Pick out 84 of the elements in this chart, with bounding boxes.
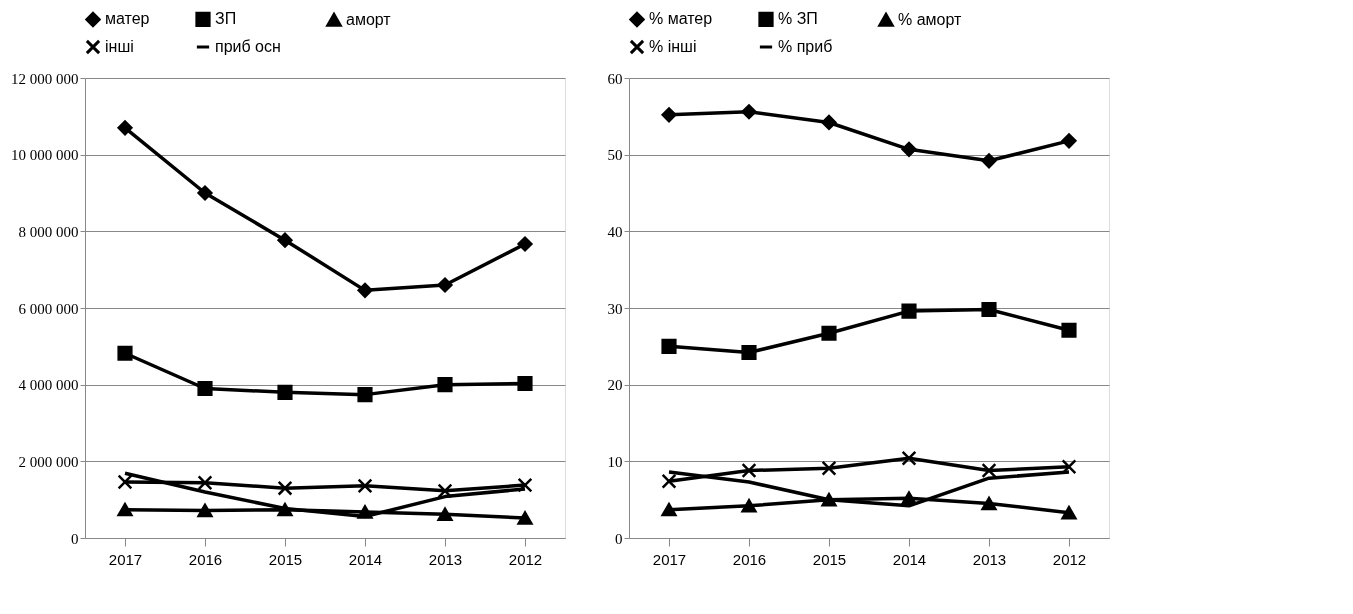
- legend-label: % приб: [778, 38, 833, 55]
- y-tick-label: 30: [607, 300, 623, 317]
- x-tick-label: 2015: [812, 550, 847, 568]
- point: [117, 502, 133, 517]
- legend-label: % матер: [649, 10, 713, 28]
- y-tick-label: 60: [607, 70, 623, 87]
- y-tick-label: 0: [71, 530, 79, 547]
- x-tick-label: 2013: [428, 550, 463, 568]
- point: [277, 232, 293, 248]
- point: [277, 480, 293, 496]
- point: [197, 475, 213, 491]
- y-tick-label: 10 000 000: [11, 147, 79, 164]
- y-tick-label: 4 000 000: [18, 377, 79, 394]
- point: [741, 462, 757, 479]
- point: [117, 120, 133, 136]
- y-tick-label: 0: [615, 530, 623, 547]
- point: [437, 277, 453, 293]
- x-tick-label: 2016: [732, 550, 767, 568]
- y-tick-label: 8 000 000: [18, 223, 79, 240]
- legend-label: ЗП: [215, 10, 237, 28]
- point: [517, 477, 533, 493]
- point: [1061, 459, 1077, 475]
- y-tick-label: 12 000 000: [11, 70, 79, 87]
- point: [901, 491, 917, 505]
- point: [661, 338, 677, 354]
- y-tick-label: 2 000 000: [18, 453, 79, 470]
- point: [357, 387, 373, 403]
- point: [117, 474, 133, 490]
- x-tick-label: 2015: [268, 550, 303, 568]
- point: [117, 345, 133, 361]
- point: [357, 478, 373, 494]
- point: [661, 473, 677, 489]
- x-tick-label: 2012: [1052, 550, 1087, 568]
- x-tick-label: 2017: [108, 550, 143, 568]
- point: [661, 502, 677, 517]
- point: [661, 107, 677, 123]
- point: [901, 303, 917, 319]
- y-tick-label: 20: [607, 377, 623, 394]
- point: [981, 301, 997, 318]
- point: [901, 450, 917, 466]
- point: [741, 104, 757, 120]
- point: [981, 153, 997, 169]
- point: [981, 462, 997, 479]
- point: [197, 503, 213, 518]
- legend-label: % інші: [649, 38, 697, 55]
- point: [437, 507, 453, 521]
- point: [437, 377, 453, 393]
- point: [357, 505, 373, 519]
- point: [1061, 322, 1077, 338]
- x-tick-label: 2016: [188, 550, 223, 568]
- point: [901, 141, 917, 157]
- point: [357, 282, 373, 298]
- legend-label: інші: [105, 38, 134, 55]
- legend-label: % аморт: [898, 10, 963, 28]
- point: [981, 496, 997, 511]
- point: [741, 344, 757, 361]
- x-tick-label: 2014: [892, 550, 927, 568]
- point: [1061, 133, 1077, 149]
- x-tick-label: 2012: [508, 550, 543, 568]
- point: [277, 502, 293, 517]
- legend-label: % ЗП: [778, 10, 818, 28]
- point: [437, 483, 453, 499]
- legend-label: приб осн: [215, 38, 281, 55]
- y-tick-label: 10: [607, 453, 623, 470]
- y-tick-label: 40: [607, 223, 623, 240]
- point: [821, 492, 837, 507]
- point: [197, 380, 213, 397]
- point: [517, 375, 533, 392]
- point: [517, 511, 533, 525]
- point: [821, 325, 837, 341]
- x-tick-label: 2013: [972, 550, 1007, 568]
- point: [821, 460, 837, 476]
- point: [741, 499, 757, 513]
- legend-label: аморт: [346, 10, 392, 28]
- y-tick-label: 6 000 000: [18, 300, 79, 317]
- point: [197, 185, 213, 201]
- point: [1061, 505, 1077, 520]
- x-tick-label: 2014: [348, 550, 383, 568]
- point: [821, 114, 837, 131]
- point: [277, 384, 293, 400]
- point: [517, 236, 533, 252]
- x-tick-label: 2017: [652, 550, 687, 568]
- y-tick-label: 50: [607, 147, 623, 164]
- legend-label: матер: [105, 10, 150, 28]
